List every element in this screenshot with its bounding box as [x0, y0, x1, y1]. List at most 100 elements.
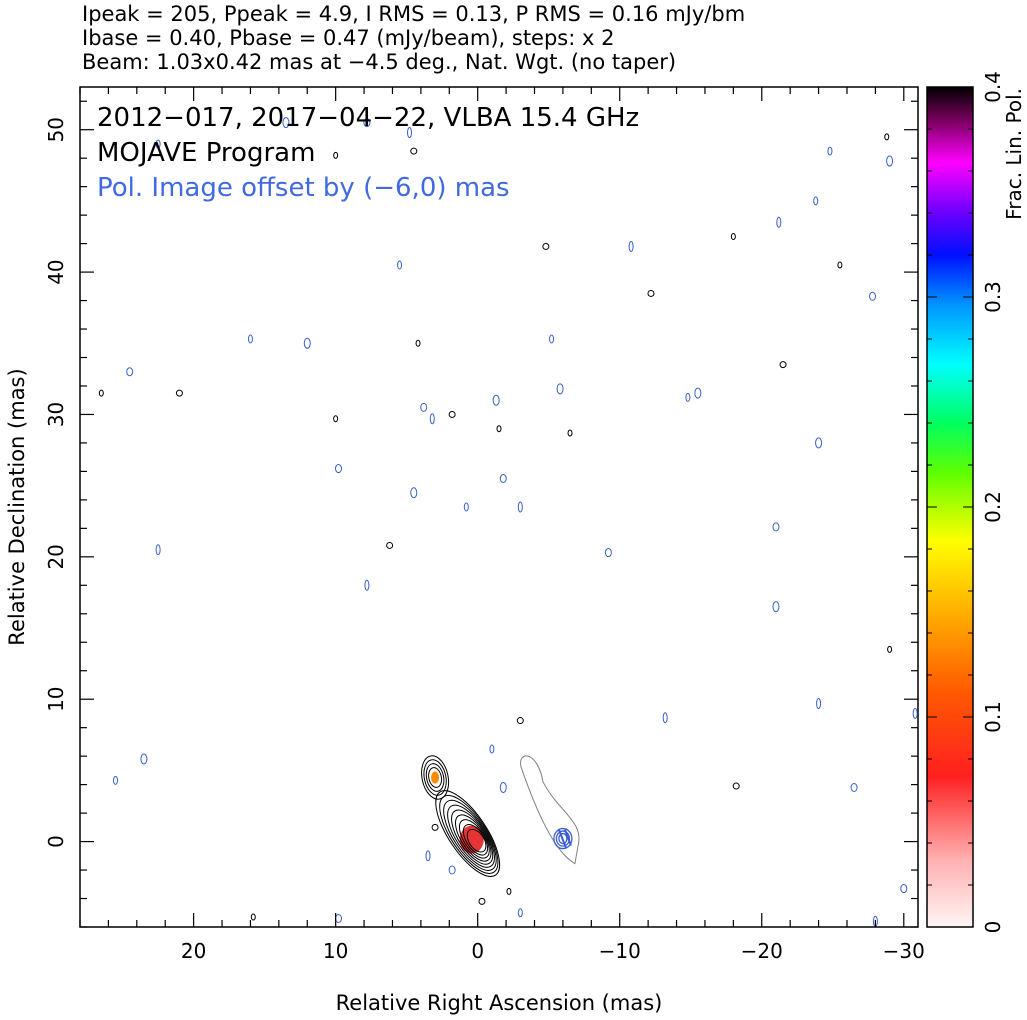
noise-contour — [478, 897, 486, 905]
noise-contour — [333, 151, 339, 159]
noise-contour — [98, 389, 104, 397]
noise-contour — [628, 240, 634, 252]
noise-contour — [496, 425, 502, 433]
noise-contour — [335, 913, 343, 923]
evpa-vector — [557, 829, 567, 848]
noise-contour — [429, 413, 435, 425]
y-tick-label: 20 — [44, 544, 68, 569]
colorbar-tick-label: 0.2 — [981, 491, 1005, 523]
noise-contour — [492, 394, 500, 406]
noise-contour — [816, 697, 822, 709]
noise-contour — [517, 908, 523, 918]
noise-contour — [250, 913, 256, 921]
header-line-2: Ibase = 0.40, Pbase = 0.47 (mJy/beam), s… — [82, 26, 615, 50]
core-polarization-fill — [459, 825, 484, 854]
y-tick-label: 40 — [44, 259, 68, 284]
y-tick-labels: 0 10 20 30 40 50 — [44, 117, 68, 848]
x-tick-labels: 20 10 0 −10 −20 −30 — [181, 939, 925, 963]
noise-contour — [647, 289, 655, 297]
axis-ticks — [79, 87, 918, 928]
noise-contour — [499, 781, 507, 793]
noise-contour — [850, 782, 858, 792]
noise-contour — [549, 334, 555, 344]
total-intensity-contour — [447, 804, 495, 868]
noise-contour — [813, 196, 819, 206]
noise-contour — [155, 544, 161, 556]
colorbar-tick-label: 0.4 — [981, 71, 1005, 103]
noise-contour — [772, 601, 780, 613]
noise-contour — [335, 464, 343, 474]
source-contours — [421, 755, 580, 878]
noise-contour — [887, 645, 893, 653]
evpa-vector — [563, 829, 572, 846]
colorbar-tick-label: 0.3 — [981, 281, 1005, 313]
noise-contour — [779, 361, 787, 369]
jet-contour — [421, 755, 450, 800]
noise-contour — [333, 415, 339, 423]
annotation-source-date: 2012−017, 2017−04−22, VLBA 15.4 GHz — [97, 103, 640, 133]
noise-contour — [155, 139, 161, 149]
noise-contour — [506, 887, 512, 895]
jet-contour — [428, 767, 443, 788]
noise-contour — [448, 865, 456, 875]
total-intensity-contour — [455, 814, 492, 862]
noise-contour — [556, 383, 564, 395]
header-line-1: Ipeak = 205, Ppeak = 4.9, I RMS = 0.13, … — [82, 2, 746, 26]
noise-contour — [776, 216, 782, 228]
noise-contour — [420, 402, 428, 412]
total-intensity-contour — [451, 809, 494, 865]
noise-contour — [815, 437, 823, 449]
colorbar-tick-label: 0 — [981, 921, 1005, 934]
x-tick-label: 10 — [323, 939, 348, 963]
noise-contour — [694, 387, 702, 399]
noise-contour — [463, 502, 469, 512]
noise-contour — [175, 389, 183, 397]
total-intensity-contour — [458, 819, 490, 859]
y-tick-label: 10 — [44, 686, 68, 711]
annotation-program: MOJAVE Program — [97, 138, 316, 168]
noise-contour — [604, 548, 612, 558]
noise-contour — [900, 884, 908, 894]
plot-frame — [79, 86, 919, 928]
noise-contour — [364, 579, 370, 591]
jet-knot-polarization-fill — [431, 771, 440, 784]
noise-contour — [448, 410, 456, 418]
noise-contour — [407, 127, 413, 139]
noise-contour — [410, 147, 418, 155]
y-tick-label: 50 — [44, 117, 68, 142]
noise-contour — [489, 744, 495, 754]
noise-contour — [415, 339, 421, 347]
noise-contour — [425, 850, 431, 862]
total-intensity-contour — [462, 824, 489, 856]
total-intensity-contour — [466, 828, 487, 853]
noise-contour — [363, 118, 371, 128]
noise-contour — [247, 334, 253, 344]
noise-contour — [732, 782, 740, 790]
pol-offset-contour — [520, 755, 580, 865]
noise-contour — [827, 146, 833, 156]
noise-contour — [499, 474, 507, 484]
colorbar-ticks: 0 0.1 0.2 0.3 0.4 — [927, 71, 1005, 933]
x-axis-label: Relative Right Ascension (mas) — [336, 991, 663, 1015]
noise-contour — [884, 133, 890, 141]
noise-contour — [431, 823, 439, 831]
noise-contour — [126, 367, 134, 377]
y-axis-label: Relative Declination (mas) — [5, 368, 29, 645]
noise-contour — [517, 501, 523, 513]
noise-contour — [542, 242, 550, 250]
noise-contour — [662, 712, 668, 724]
total-intensity-contour — [435, 790, 501, 878]
noise-contour — [410, 487, 418, 499]
noise-contour — [140, 753, 148, 765]
header-line-3: Beam: 1.03x0.42 mas at −4.5 deg., Nat. W… — [82, 50, 677, 74]
noise-contour — [303, 337, 311, 349]
x-tick-label: 20 — [181, 939, 206, 963]
noise-contour — [730, 232, 736, 240]
noise-contour — [772, 522, 780, 532]
noise-contour — [837, 261, 843, 269]
noise-contour — [386, 541, 394, 549]
x-tick-label: 0 — [471, 939, 484, 963]
jet-contour — [425, 763, 445, 792]
noise-contours — [98, 117, 918, 927]
